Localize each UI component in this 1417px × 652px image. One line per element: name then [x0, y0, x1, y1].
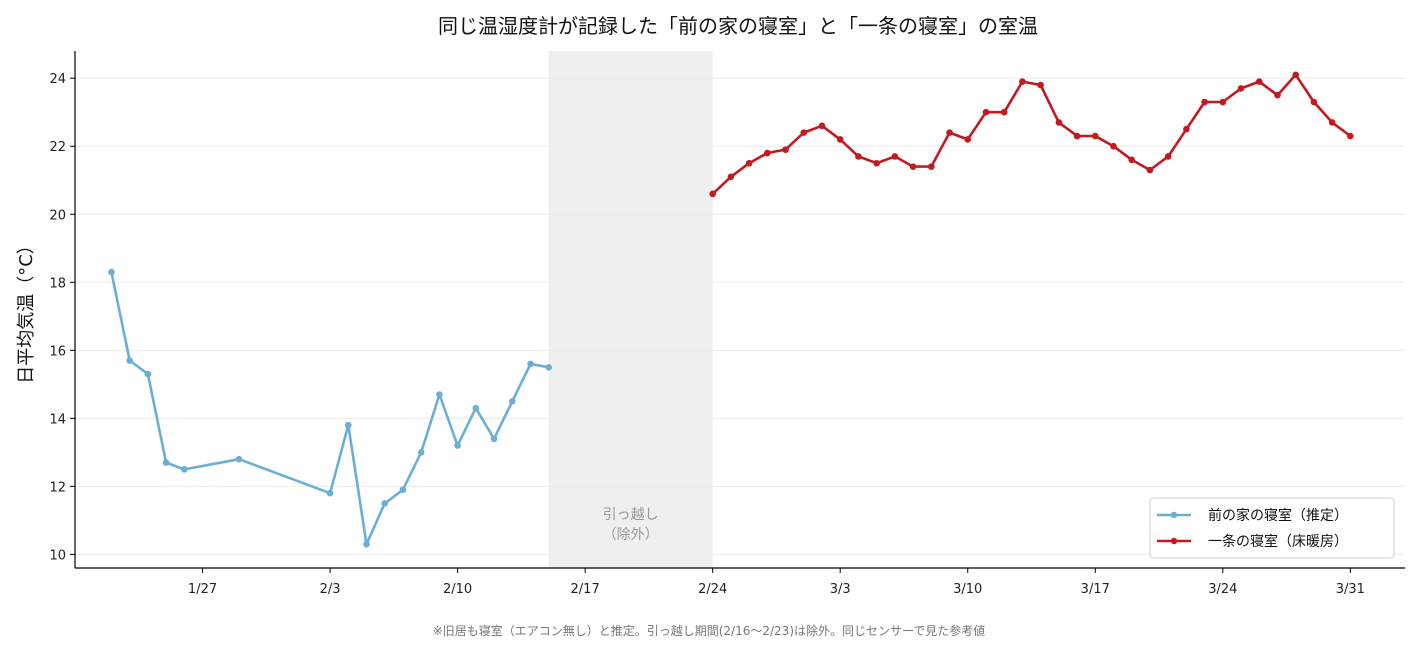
data-point: [472, 404, 480, 412]
y-tick-label: 22: [49, 140, 66, 155]
x-tick-label: 2/10: [443, 582, 472, 597]
x-tick-labels: 1/27 2/3 2/10 2/17 2/24 3/3 3/10 3/17 3/24 3/31: [188, 568, 1365, 597]
data-point: [381, 500, 389, 507]
data-point: [1019, 78, 1026, 85]
series-line-0: [110, 270, 551, 546]
data-point: [1310, 98, 1318, 106]
x-tick-label: 3/31: [1336, 582, 1365, 597]
data-point: [745, 159, 753, 167]
data-point: [982, 108, 990, 116]
x-tick-label: 2/3: [320, 582, 341, 597]
x-tick-label: 3/10: [953, 582, 982, 597]
data-point: [909, 163, 917, 170]
data-point: [363, 540, 370, 548]
y-tick-label: 24: [49, 72, 66, 87]
data-point: [1146, 166, 1154, 174]
excluded-period-band: [548, 51, 713, 568]
excluded-band-label-line2: （除外）: [603, 527, 659, 543]
excluded-period-band-layer: 引っ越し （除外）: [548, 51, 713, 568]
data-point: [782, 146, 789, 153]
data-point: [181, 466, 188, 473]
data-point: [1347, 132, 1354, 140]
axes: [74, 51, 1405, 569]
x-tick-label: 3/3: [830, 582, 851, 597]
data-point: [1110, 142, 1117, 150]
y-tick-label: 14: [49, 412, 66, 427]
gridlines: [75, 77, 1405, 555]
data-point: [1183, 125, 1190, 133]
y-tick-label: 10: [49, 548, 66, 563]
legend-label-previous-house: 前の家の寝室（推定）: [1208, 507, 1348, 524]
y-tick-label: 12: [49, 480, 66, 495]
y-axis-label: 日平均気温（°C）: [16, 236, 37, 384]
x-tick-label: 3/17: [1081, 582, 1110, 597]
data-point: [490, 435, 498, 443]
data-point: [108, 268, 115, 276]
excluded-band-label-line1: 引っ越し: [603, 507, 659, 523]
legend: 前の家の寝室（推定） 一条の寝室（床暖房）: [1149, 497, 1395, 559]
legend-label-ichijo-house: 一条の寝室（床暖房）: [1208, 533, 1348, 550]
data-point: [764, 149, 771, 157]
footnote: ※旧居も寝室（エアコン無し）と推定。引っ越し期間(2/16〜2/23)は除外。同…: [433, 623, 986, 638]
data-point: [1219, 98, 1227, 106]
data-point: [399, 486, 407, 494]
data-point: [928, 163, 935, 170]
data-point: [326, 489, 334, 497]
data-point: [1055, 119, 1063, 126]
data-point: [1128, 156, 1136, 164]
data-point: [545, 364, 552, 371]
data-point: [1201, 98, 1208, 106]
data-point: [1091, 132, 1099, 140]
data-point: [1000, 108, 1008, 116]
x-tick-label: 2/24: [698, 582, 727, 597]
y-tick-label: 20: [49, 208, 66, 223]
x-tick-label: 3/24: [1208, 582, 1237, 597]
data-point: [1328, 119, 1336, 126]
data-point: [1274, 91, 1281, 99]
data-point: [818, 122, 826, 130]
data-point: [1255, 78, 1263, 85]
data-point: [508, 398, 516, 405]
data-point: [964, 136, 972, 143]
data-point: [836, 136, 844, 143]
data-point: [1073, 132, 1081, 140]
data-point: [162, 459, 170, 466]
data-series: [108, 71, 1354, 548]
data-point: [891, 153, 899, 160]
data-point: [344, 421, 352, 429]
data-point: [454, 442, 461, 449]
data-point: [873, 159, 880, 167]
data-point: [855, 153, 862, 160]
data-point: [1292, 71, 1299, 79]
y-tick-labels: 10 12 14 16 18 20 22 24: [49, 72, 75, 563]
y-tick-label: 16: [49, 344, 66, 359]
data-point: [144, 370, 152, 378]
data-point: [126, 357, 133, 364]
x-tick-label: 2/17: [571, 582, 600, 597]
legend-marker-ichijo-house: [1170, 537, 1178, 545]
x-tick-label: 1/27: [188, 582, 217, 597]
data-point: [235, 455, 243, 463]
data-point: [946, 129, 953, 136]
data-point: [800, 129, 808, 136]
legend-marker-previous-house: [1170, 511, 1178, 519]
data-point: [527, 360, 534, 368]
data-point: [1237, 85, 1245, 92]
data-point: [1164, 153, 1172, 160]
y-tick-label: 18: [49, 276, 66, 291]
legend-box: [1149, 497, 1395, 559]
chart-title: 同じ温湿度計が記録した「前の家の寝室」と「一条の寝室」の室温: [438, 14, 1038, 38]
series-line-1: [711, 73, 1352, 196]
data-point: [709, 190, 716, 198]
data-point: [436, 391, 443, 398]
data-point: [727, 173, 735, 181]
data-point: [1037, 81, 1044, 89]
data-point: [417, 449, 425, 456]
